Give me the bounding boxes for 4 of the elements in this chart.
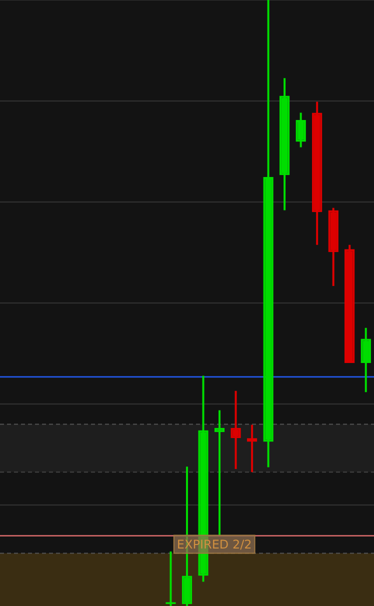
band-label: EXPIRED 2/2 [176,537,252,552]
candlestick [360,326,371,394]
candlestick [230,390,241,470]
candlestick [296,112,306,148]
